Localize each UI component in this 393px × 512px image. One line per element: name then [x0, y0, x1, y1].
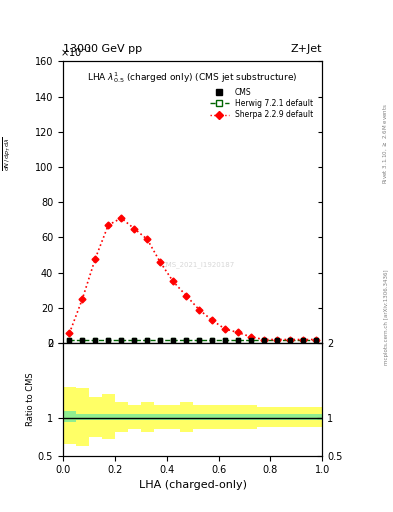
X-axis label: LHA (charged-only): LHA (charged-only)	[139, 480, 246, 489]
Bar	[206, 404, 219, 430]
Bar	[296, 414, 309, 420]
Bar	[180, 414, 193, 420]
Bar	[128, 404, 141, 430]
Bar	[219, 414, 231, 420]
Text: Rivet 3.1.10, $\geq$ 2.6M events: Rivet 3.1.10, $\geq$ 2.6M events	[382, 103, 389, 184]
Bar	[257, 414, 270, 420]
Y-axis label: Ratio to CMS: Ratio to CMS	[26, 373, 35, 426]
Bar	[309, 407, 322, 427]
Bar	[76, 414, 89, 420]
Bar	[128, 414, 141, 420]
Bar	[102, 414, 115, 420]
Text: 13000 GeV pp: 13000 GeV pp	[63, 44, 142, 54]
Bar	[63, 411, 76, 422]
Bar	[283, 414, 296, 420]
Text: CMS_2021_I1920187: CMS_2021_I1920187	[161, 261, 234, 268]
Bar	[296, 407, 309, 427]
Bar	[115, 401, 128, 432]
Bar	[76, 388, 89, 446]
Bar	[141, 401, 154, 432]
Bar	[231, 404, 244, 430]
Text: mcplots.cern.ch [arXiv:1306.3436]: mcplots.cern.ch [arXiv:1306.3436]	[384, 270, 389, 365]
Bar	[244, 414, 257, 420]
Bar	[154, 414, 167, 420]
Bar	[115, 414, 128, 420]
Text: Z+Jet: Z+Jet	[291, 44, 322, 54]
Bar	[257, 407, 270, 427]
Bar	[309, 414, 322, 420]
Legend: CMS, Herwig 7.2.1 default, Sherpa 2.2.9 default: CMS, Herwig 7.2.1 default, Sherpa 2.2.9 …	[210, 88, 313, 119]
Bar	[219, 404, 231, 430]
Bar	[283, 407, 296, 427]
Bar	[270, 407, 283, 427]
Bar	[89, 414, 102, 420]
Bar	[167, 404, 180, 430]
Bar	[154, 404, 167, 430]
Bar	[231, 414, 244, 420]
Bar	[193, 404, 206, 430]
Bar	[141, 414, 154, 420]
Bar	[206, 414, 219, 420]
Bar	[270, 414, 283, 420]
Text: $\frac{1}{\mathrm{d}N\,/\,\mathrm{d}p_T\,\mathrm{d}\lambda}$: $\frac{1}{\mathrm{d}N\,/\,\mathrm{d}p_T\…	[0, 136, 13, 171]
Bar	[193, 414, 206, 420]
Bar	[180, 401, 193, 432]
Bar	[102, 394, 115, 439]
Bar	[244, 404, 257, 430]
Text: LHA $\lambda^{1}_{0.5}$ (charged only) (CMS jet substructure): LHA $\lambda^{1}_{0.5}$ (charged only) (…	[87, 70, 298, 85]
Bar	[89, 397, 102, 437]
Text: $\times 10^{-1}$: $\times 10^{-1}$	[60, 45, 92, 59]
Bar	[63, 387, 76, 444]
Bar	[167, 414, 180, 420]
